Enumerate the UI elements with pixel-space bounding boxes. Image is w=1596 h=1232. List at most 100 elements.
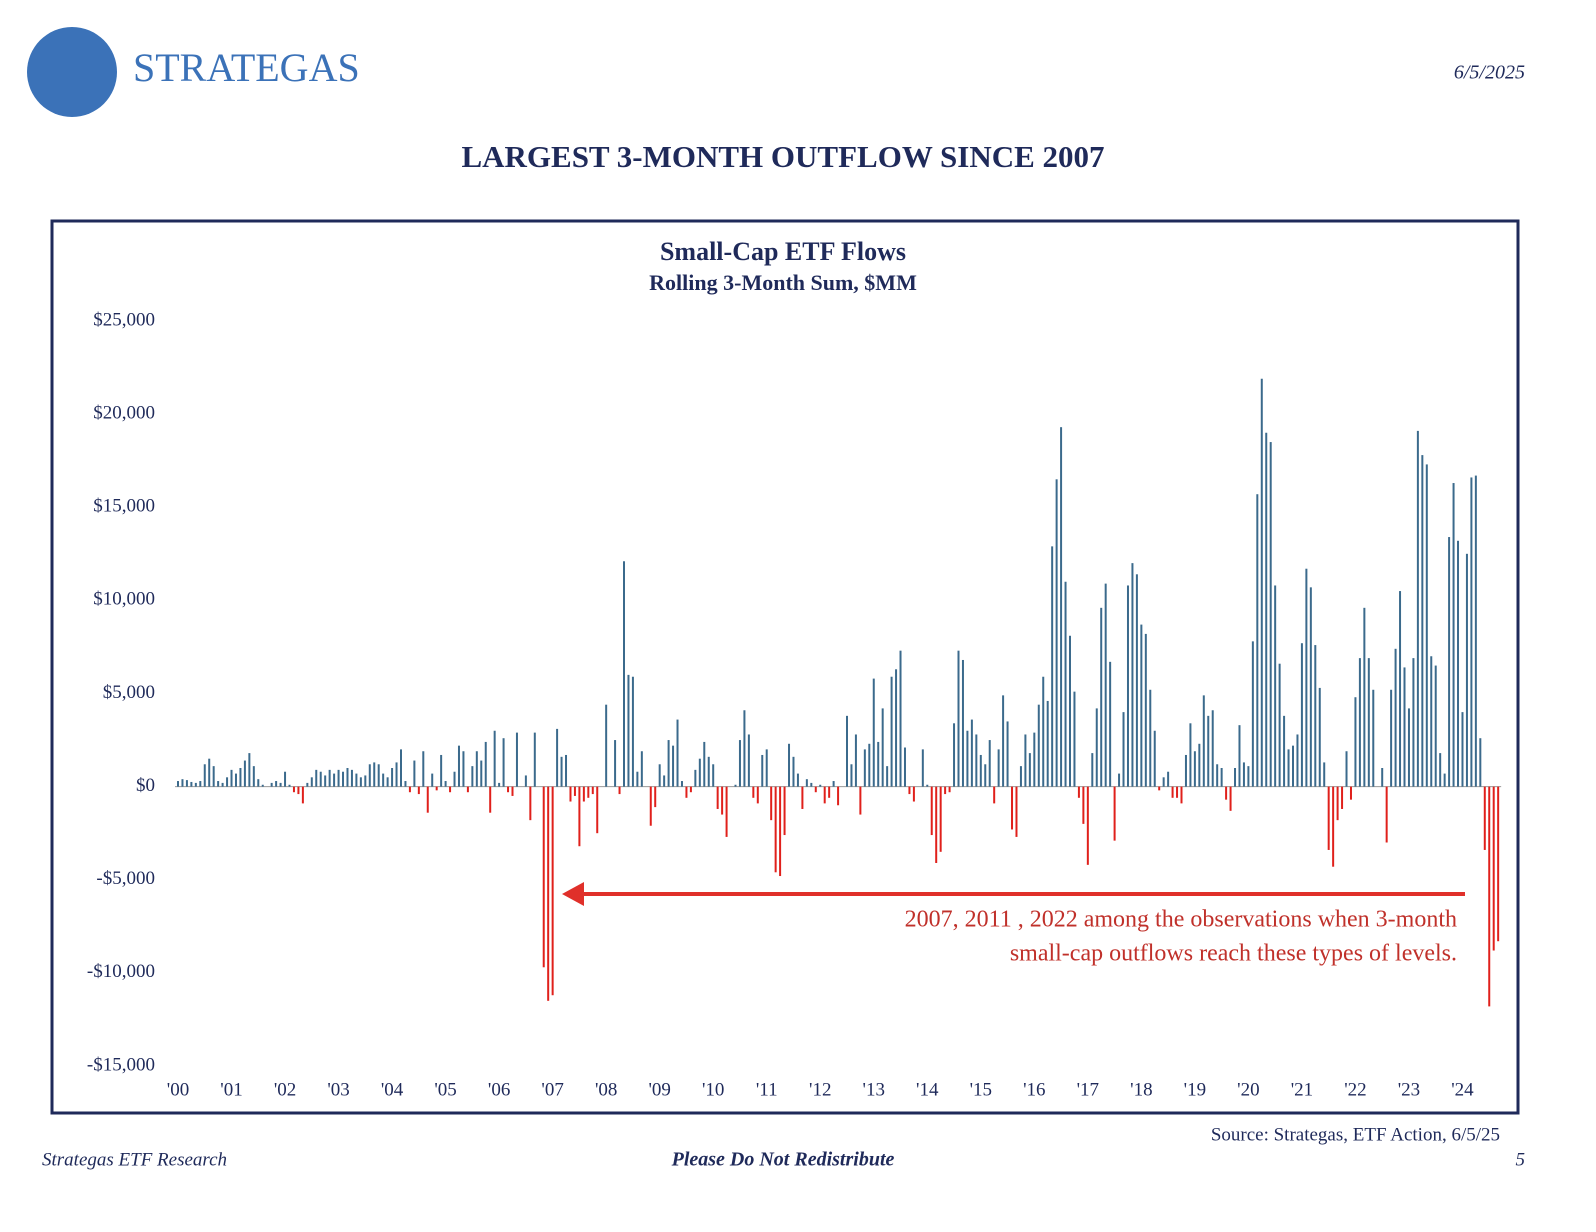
- bar: [805, 779, 808, 787]
- bar: [640, 751, 643, 787]
- bar: [1095, 708, 1098, 787]
- bar: [1425, 464, 1428, 787]
- bar: [1314, 645, 1317, 787]
- bar: [1184, 754, 1187, 787]
- bar: [694, 769, 697, 787]
- bar: [1109, 661, 1112, 787]
- bar: [1256, 494, 1259, 787]
- bar: [404, 781, 407, 787]
- x-tick-label: '11: [756, 1079, 778, 1100]
- bar: [591, 786, 594, 795]
- bar: [185, 780, 188, 787]
- bar: [431, 773, 434, 787]
- chart-frame: [50, 219, 1520, 1115]
- bar: [1225, 786, 1228, 800]
- y-tick-label: -$15,000: [87, 1054, 155, 1075]
- bar: [1292, 745, 1294, 787]
- bar: [1189, 723, 1192, 787]
- chart-subtitle: Rolling 3-Month Sum, $MM: [649, 270, 917, 295]
- bar: [573, 786, 576, 796]
- bar: [435, 786, 438, 791]
- bar: [194, 782, 197, 787]
- bar: [1060, 427, 1063, 787]
- bar: [413, 760, 416, 787]
- bar: [658, 764, 661, 787]
- bar: [823, 786, 826, 804]
- y-tick-label: -$5,000: [96, 868, 155, 889]
- x-tick-label: '02: [274, 1079, 296, 1100]
- bar: [899, 650, 902, 787]
- bar: [944, 786, 947, 795]
- bar: [903, 747, 906, 787]
- bar: [533, 732, 536, 787]
- bar: [792, 756, 795, 787]
- bar: [212, 766, 215, 787]
- x-tick-label: '18: [1130, 1079, 1152, 1100]
- bar: [1354, 697, 1357, 787]
- bar: [957, 650, 960, 787]
- bar: [1251, 641, 1254, 787]
- x-tick-label: '13: [863, 1079, 885, 1100]
- bar: [1327, 786, 1330, 850]
- bar: [1296, 734, 1299, 787]
- bar: [203, 764, 206, 787]
- bar: [1055, 479, 1058, 787]
- bar: [837, 786, 840, 806]
- y-tick-label: -$10,000: [87, 961, 155, 982]
- bar: [975, 734, 978, 787]
- bar: [966, 730, 969, 787]
- bar: [961, 659, 964, 787]
- bar: [970, 719, 973, 787]
- headline: LARGEST 3-MONTH OUTFLOW SINCE 2007: [461, 139, 1104, 174]
- bar: [618, 786, 621, 795]
- bar: [1309, 587, 1312, 787]
- bar: [1149, 689, 1152, 787]
- bar: [939, 786, 942, 852]
- bar: [908, 786, 911, 795]
- bar: [1403, 667, 1406, 787]
- bar: [1024, 734, 1027, 787]
- bar: [895, 669, 898, 787]
- bar: [1073, 691, 1076, 787]
- bar: [1180, 786, 1183, 804]
- x-tick-label: '04: [381, 1079, 404, 1100]
- y-tick-label: $15,000: [93, 496, 155, 517]
- bar: [1176, 786, 1179, 798]
- bar: [1140, 624, 1143, 787]
- annotation: 2007, 2011 , 2022 among the observations…: [905, 907, 1457, 933]
- bar: [1011, 786, 1014, 830]
- arrow-head: [562, 882, 584, 906]
- bar: [850, 764, 853, 787]
- bar: [765, 749, 768, 787]
- bar: [1367, 658, 1370, 787]
- x-tick-label: '07: [541, 1079, 563, 1100]
- bar: [1323, 762, 1326, 787]
- x-tick-label: '06: [488, 1079, 510, 1100]
- bar: [935, 786, 938, 863]
- bar: [301, 786, 304, 804]
- bar: [368, 764, 371, 787]
- x-tick-label: '24: [1451, 1079, 1474, 1100]
- bar: [663, 775, 666, 787]
- date: 6/5/2025: [1454, 62, 1525, 84]
- bar: [1153, 730, 1156, 787]
- bar: [689, 786, 692, 793]
- x-tick-label: '20: [1237, 1079, 1259, 1100]
- bar: [1238, 725, 1241, 787]
- bar: [252, 766, 255, 787]
- bar: [997, 749, 1000, 787]
- bar: [462, 751, 465, 787]
- bar: [1465, 553, 1468, 787]
- bar: [1265, 432, 1268, 787]
- bar: [930, 786, 933, 836]
- bar: [979, 754, 982, 787]
- bar: [747, 734, 750, 787]
- bar: [310, 777, 313, 787]
- bar: [1082, 786, 1085, 824]
- bar: [297, 786, 300, 795]
- bar: [868, 743, 871, 787]
- bar: [761, 754, 764, 787]
- bar: [1247, 766, 1250, 787]
- bar: [1336, 786, 1339, 821]
